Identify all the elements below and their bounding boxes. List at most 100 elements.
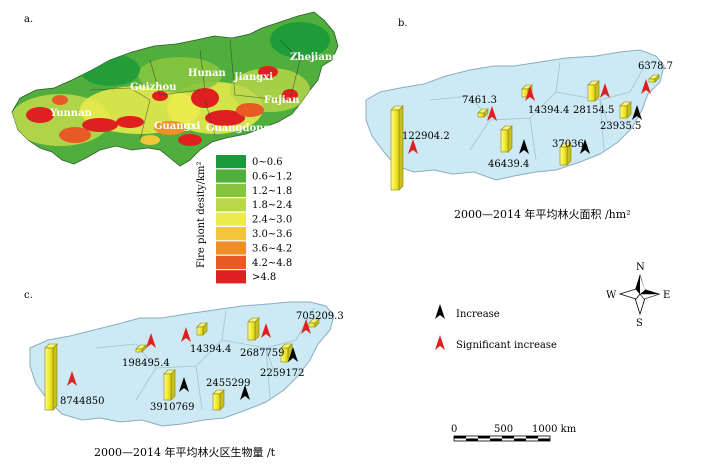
panel-c-label: c.: [24, 290, 33, 301]
arrow-legend: Increase Significant increase: [435, 304, 557, 351]
legend-increase-label: Increase: [456, 309, 500, 320]
bar-side: [398, 105, 404, 191]
increase-arrow-icon: [580, 139, 590, 154]
panel-c: c. 705209.3 198495.4 14394.4 2687759 225…: [24, 290, 344, 459]
bar: [163, 373, 172, 401]
bar-side: [507, 125, 513, 153]
value-c-guangdong: 2455299: [206, 378, 251, 389]
bar: [559, 146, 568, 166]
increase-arrow-icon: [288, 347, 298, 362]
value-b-fujian: 23935.5: [600, 121, 641, 132]
value-b-guangxi: 46439.4: [488, 159, 529, 170]
significant-increase-arrow-icon: [487, 106, 497, 121]
compass-s: S: [636, 318, 643, 329]
bar: [619, 105, 628, 119]
value-b-yunnan: 122904.2: [402, 131, 450, 142]
scale-segment: [466, 438, 478, 441]
significant-increase-arrow-icon: [641, 79, 651, 94]
increase-arrow-icon: [435, 304, 445, 319]
significant-increase-arrow-icon: [146, 333, 156, 348]
value-c-jiangxi: 2687759: [240, 348, 285, 359]
panel-b: b. 6378.7 7461.3 14394.4 28154.5 23935.5…: [365, 18, 673, 221]
legend-swatch: [216, 270, 246, 284]
value-c-zhejiang: 705209.3: [296, 311, 344, 322]
value-b-jiangxi: 28154.5: [573, 105, 614, 116]
density-legend: Fire piont desity/km² 0~0.6 0.6~1.2 1.2~1.…: [196, 155, 292, 284]
bar: [587, 84, 596, 102]
significant-increase-arrow-icon: [67, 371, 77, 386]
province-label-zhejiang: Zhejiang: [290, 52, 339, 63]
significant-increase-arrow-icon: [435, 335, 445, 350]
bar-side: [594, 80, 600, 102]
legend-swatch: [216, 241, 246, 255]
increase-arrow-icon: [519, 139, 529, 154]
scale-segment: [538, 438, 550, 441]
legend-class-label: 1.2~1.8: [252, 186, 292, 197]
legend-title: Fire piont desity/km²: [196, 161, 207, 268]
significant-increase-arrow-icon: [261, 323, 271, 338]
value-b-zhejiang: 6378.7: [638, 61, 673, 72]
panel-c-caption: 2000—2014 年平均林火区生物量 /t: [94, 445, 276, 459]
legend-swatch: [216, 155, 246, 169]
bar-side: [219, 389, 225, 411]
panel-b-caption: 2000—2014 年平均林火面积 /hm²: [454, 207, 631, 221]
value-b-guizhou: 7461.3: [462, 95, 497, 106]
legend-class-label: 0~0.6: [252, 157, 283, 168]
province-label-jiangxi: Jiangxi: [233, 72, 273, 83]
value-c-yunnan: 8744850: [60, 396, 105, 407]
legend-class-label: 2.4~3.0: [252, 215, 292, 226]
bar: [308, 322, 316, 328]
significant-increase-arrow-icon: [525, 86, 535, 101]
legend-class-label: 3.6~4.2: [252, 243, 292, 254]
province-label-fujian: Fujian: [264, 95, 300, 106]
bar: [648, 78, 656, 83]
fire-density-map: [11, 11, 339, 167]
province-label-yunnan: Yunnan: [49, 108, 93, 119]
compass-n: N: [636, 262, 645, 273]
bar: [196, 326, 204, 336]
legend-swatches: 0~0.6 0.6~1.2 1.2~1.8 1.8~2.4 2.4~3.0 3.0~3.6…: [216, 155, 292, 284]
legend-swatch: [216, 198, 246, 212]
bar: [212, 393, 221, 411]
legend-class-label: 3.0~3.6: [252, 229, 292, 240]
scale-segment: [478, 436, 490, 439]
compass-w: W: [606, 290, 617, 301]
compass-rose: N S E W: [606, 262, 670, 329]
scale-segment: [490, 438, 502, 441]
bar: [135, 348, 143, 353]
bar-side: [52, 343, 58, 411]
panel-a: a.: [11, 11, 339, 284]
increase-arrow-icon: [240, 385, 250, 400]
bar: [500, 129, 509, 153]
province-label-guangxi: Guangxi: [154, 121, 201, 132]
panel-c-arrows: [67, 319, 311, 400]
value-c-guangxi: 3910769: [150, 402, 195, 413]
legend-swatch: [216, 183, 246, 197]
legend-significant-label: Significant increase: [456, 340, 557, 351]
bar: [390, 109, 400, 191]
legend-class-label: >4.8: [252, 272, 276, 283]
scale-tick-1000: 1000 km: [532, 424, 577, 435]
province-label-guizhou: Guizhou: [130, 82, 177, 93]
province-label-guangdong: Guangdong: [206, 123, 270, 134]
increase-arrow-icon: [632, 105, 642, 120]
bar: [247, 321, 256, 341]
panel-b-map: [365, 49, 665, 181]
legend-swatch: [216, 169, 246, 183]
bar: [280, 347, 289, 363]
significant-increase-arrow-icon: [301, 319, 311, 334]
increase-arrow-icon: [179, 377, 189, 392]
province-label-hunan: Hunan: [188, 68, 226, 79]
province-labels: Guizhou Hunan Jiangxi Zhejiang Fujian Yu…: [49, 52, 339, 134]
scale-segment: [454, 436, 466, 439]
panel-c-values: 705209.3 198495.4 14394.4 2687759 225917…: [60, 311, 344, 413]
legend-class-label: 4.2~4.8: [252, 258, 292, 269]
significant-increase-arrow-icon: [181, 327, 191, 342]
legend-swatch: [216, 212, 246, 226]
value-b-guangdong: 37036: [552, 139, 584, 150]
scale-tick-0: 0: [451, 424, 457, 435]
scale-tick-500: 500: [494, 424, 513, 435]
compass-e: E: [663, 290, 670, 301]
panel-b-arrows: [408, 79, 651, 154]
